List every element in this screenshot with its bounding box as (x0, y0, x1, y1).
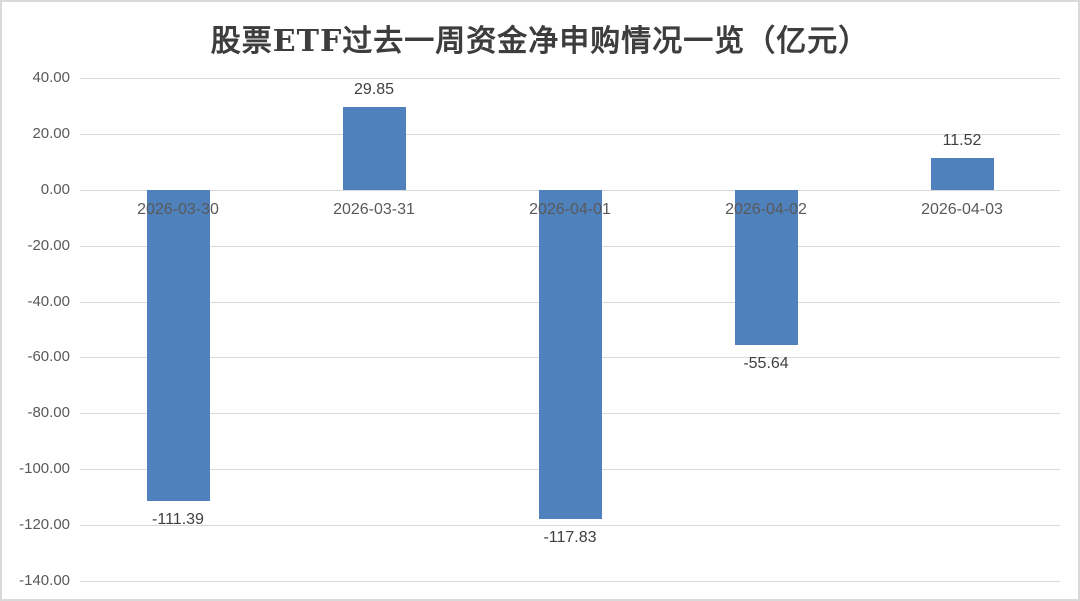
x-axis-category-label: 2026-03-30 (137, 201, 219, 218)
y-axis-tick-label: -120.00 (19, 515, 70, 533)
y-axis-tick-label: -40.00 (27, 292, 70, 310)
bar (734, 190, 798, 346)
y-axis-tick-label: -100.00 (19, 460, 70, 477)
gridline (80, 524, 1060, 526)
bar (146, 190, 210, 501)
y-axis-tick-label: 20.00 (32, 125, 70, 143)
value-label: -117.83 (543, 528, 597, 546)
y-axis-tick-label: -60.00 (27, 348, 70, 366)
gridline (80, 580, 1060, 582)
x-axis-category-label: 2026-04-01 (529, 201, 611, 218)
y-axis-tick-label: -140.00 (19, 571, 70, 589)
bar (930, 157, 994, 190)
y-axis-tick-label: -20.00 (27, 236, 70, 254)
value-label: 29.85 (353, 80, 395, 98)
value-label: -55.64 (743, 355, 789, 373)
gridline (80, 134, 1060, 136)
x-axis-category-label: 2026-03-31 (333, 201, 415, 218)
y-axis-tick-label: 40.00 (32, 69, 70, 87)
chart-title: 股票ETF过去一周资金净申购情况一览（亿元） (210, 24, 870, 59)
y-axis-tick-label: -80.00 (27, 404, 70, 422)
bar (342, 106, 406, 190)
value-label: 11.52 (942, 131, 982, 149)
x-axis-category-label: 2026-04-03 (921, 201, 1003, 218)
gridline (80, 78, 1060, 80)
bar (538, 190, 602, 519)
value-label: -111.39 (152, 510, 204, 528)
x-axis-category-label: 2026-04-02 (725, 201, 807, 218)
y-axis-tick-label: 0.00 (40, 181, 70, 198)
